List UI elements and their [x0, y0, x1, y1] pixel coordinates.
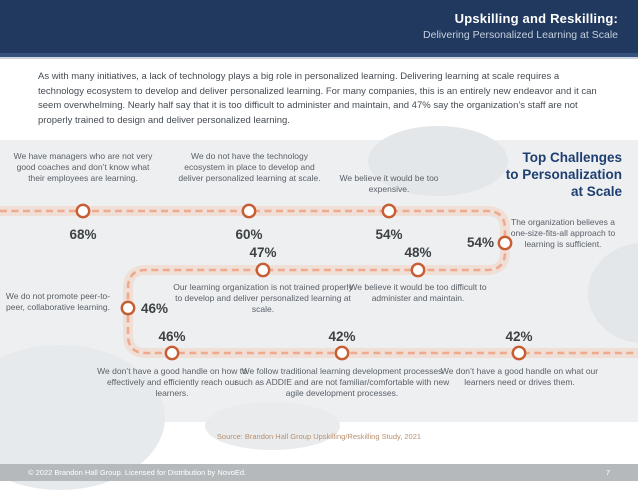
challenge-label: We don’t have a good handle on how to ef…: [97, 366, 247, 398]
page-number: 7: [605, 468, 610, 477]
page-subtitle: Delivering Personalized Learning at Scal…: [423, 29, 618, 41]
intro-paragraph: As with many initiatives, a lack of tech…: [38, 71, 597, 127]
timeline-dashed-line: [0, 209, 638, 355]
challenge-label: We do not promote peer-to-peer, collabor…: [5, 291, 111, 312]
challenge-label: We do not have the technology ecosystem …: [178, 151, 321, 183]
point-marker-60: [241, 203, 257, 219]
copyright-text: © 2022 Brandon Hall Group. Licensed for …: [28, 468, 247, 477]
challenge-label: The organization believes a one-size-fit…: [510, 217, 616, 249]
challenge-value: 42%: [328, 329, 356, 344]
challenge-label: We believe it would be too expensive.: [339, 173, 439, 194]
challenge-label: We follow traditional learning developme…: [234, 366, 450, 398]
challenge-value: 46%: [158, 329, 186, 344]
challenge-value: 68%: [69, 227, 97, 242]
challenge-value: 54%: [375, 227, 403, 242]
chart-title-line: at Scale: [570, 183, 622, 199]
point-marker-54a: [381, 203, 397, 219]
decorative-blob: [368, 126, 508, 196]
challenge-value: 42%: [505, 329, 533, 344]
decorative-blob: [205, 402, 340, 450]
challenge-value: 46%: [141, 301, 169, 316]
point-marker-42a: [334, 345, 350, 361]
header-bar: Upskilling and Reskilling: Delivering Pe…: [0, 0, 638, 53]
chart-title-line: Top Challenges: [522, 150, 622, 165]
header-accent-stripe: [0, 53, 638, 57]
chart-title-line: to Personalization: [505, 166, 622, 182]
challenge-label: Our learning organization is not trained…: [173, 282, 353, 314]
challenge-label: We believe it would be too difficult to …: [349, 282, 487, 303]
chart-title: Top Challenges to Personalization at Sca…: [452, 150, 622, 201]
header-divider: [0, 57, 638, 59]
point-marker-42b: [511, 345, 527, 361]
challenge-label: We have managers who are not very good c…: [13, 151, 153, 183]
point-marker-54b: [497, 235, 513, 251]
challenge-value: 47%: [249, 245, 277, 260]
header-text-block: Upskilling and Reskilling: Delivering Pe…: [423, 11, 618, 41]
challenge-value: 54%: [466, 235, 494, 250]
page-title: Upskilling and Reskilling:: [454, 11, 618, 26]
challenge-label: We don’t have a good handle on what our …: [440, 366, 599, 387]
point-marker-46a: [120, 300, 136, 316]
challenge-value: 60%: [235, 227, 263, 242]
source-citation: Source: Brandon Hall Group Upskilling/Re…: [216, 432, 422, 441]
point-marker-48: [410, 262, 426, 278]
footer-bar: © 2022 Brandon Hall Group. Licensed for …: [0, 464, 638, 481]
point-marker-46b: [164, 345, 180, 361]
point-marker-47: [255, 262, 271, 278]
point-marker-68: [75, 203, 91, 219]
challenge-value: 48%: [404, 245, 432, 260]
